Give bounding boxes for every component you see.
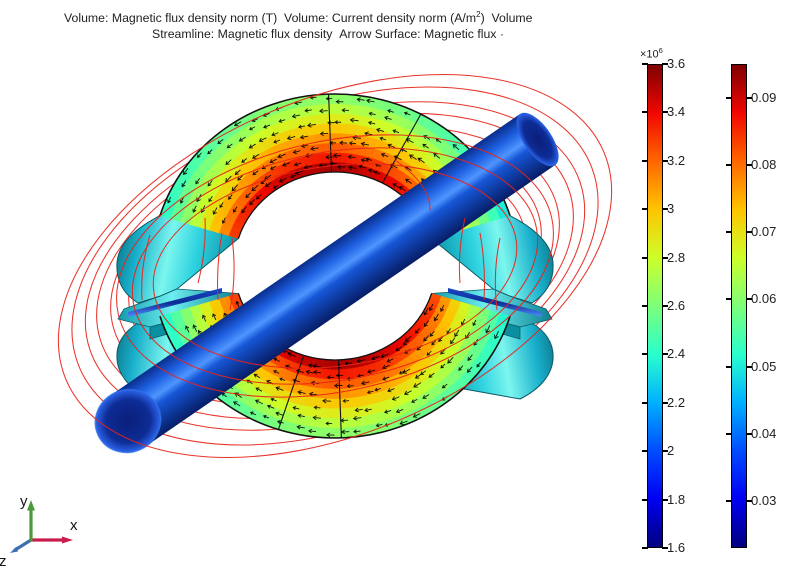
svg-text:x: x (70, 517, 78, 534)
svg-text:y: y (20, 495, 28, 510)
svg-text:z: z (0, 553, 7, 569)
